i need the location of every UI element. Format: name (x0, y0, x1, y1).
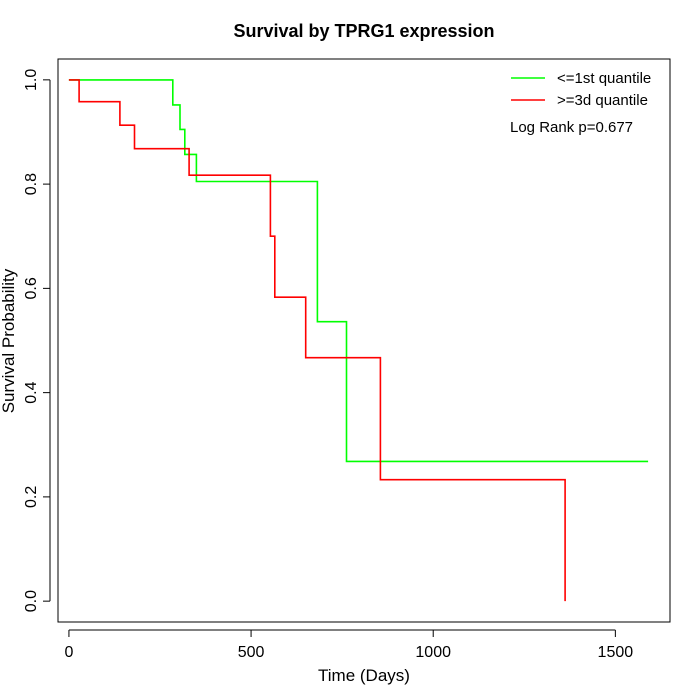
legend: <=1st quantile >=3d quantile (511, 70, 651, 109)
chart-title: Survival by TPRG1 expression (233, 21, 494, 41)
plot-frame (57, 58, 671, 623)
x-tick-label: 0 (64, 644, 73, 661)
survival-curve-high-quantile (68, 79, 566, 602)
survival-curve-low-quantile (68, 79, 649, 463)
y-tick-label: 1.0 (23, 69, 40, 91)
y-tick-label: 0.6 (23, 277, 40, 299)
x-axis-title: Time (Days) (318, 666, 410, 685)
x-tick-label: 1500 (598, 644, 634, 661)
x-tick-label: 500 (238, 644, 265, 661)
y-tick-label: 0.4 (23, 381, 40, 403)
series-layer (68, 79, 649, 602)
y-tick-label: 0.2 (23, 486, 40, 508)
log-rank-annotation: Log Rank p=0.677 (510, 119, 633, 136)
legend-label-low-quantile: <=1st quantile (557, 70, 651, 87)
legend-label-high-quantile: >=3d quantile (557, 92, 648, 109)
x-tick-label: 1000 (415, 644, 451, 661)
y-tick-label: 0.0 (23, 590, 40, 612)
y-tick-label: 0.8 (23, 173, 40, 195)
y-axis-title: Survival Probability (0, 268, 18, 413)
y-axis: 0.0 0.2 0.4 0.6 0.8 1.0 (23, 69, 51, 612)
x-axis: 0 500 1000 1500 (64, 629, 634, 661)
